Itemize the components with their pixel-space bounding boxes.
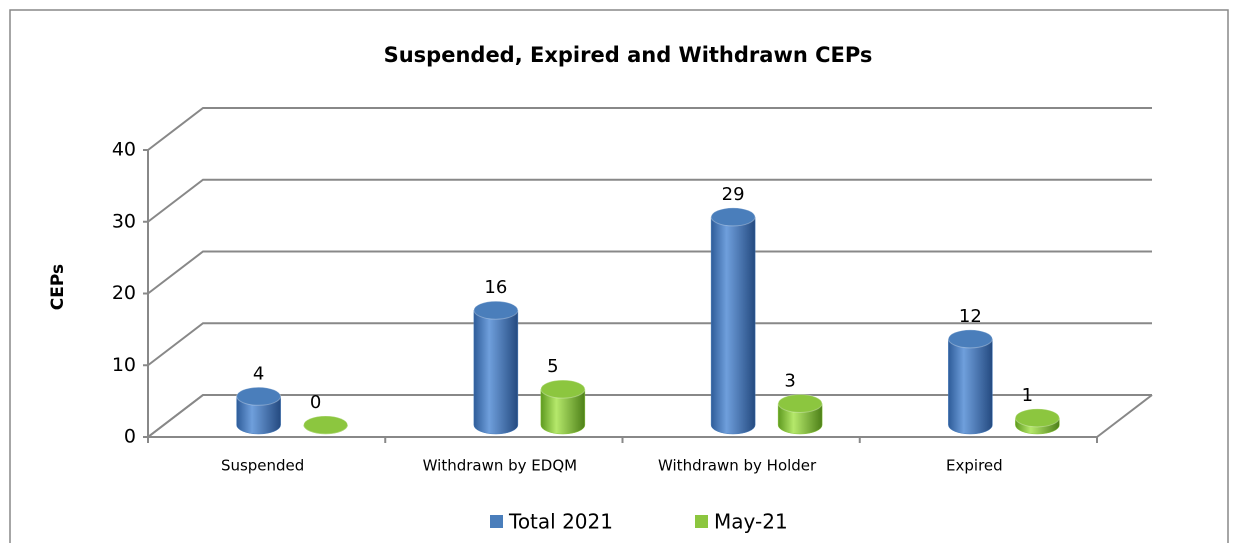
- data-label: 12: [959, 306, 982, 327]
- grid-line: [147, 250, 1152, 295]
- grid-line: [147, 322, 1152, 367]
- cylinder-top: [473, 300, 519, 320]
- cylinder: [540, 388, 586, 435]
- data-label: 1: [1022, 385, 1033, 406]
- chart-title: Suspended, Expired and Withdrawn CEPs: [384, 43, 873, 67]
- data-label: 0: [310, 392, 321, 413]
- cylinder-top: [947, 329, 993, 349]
- y-tick-label: 30: [112, 210, 136, 232]
- chart-frame: [9, 9, 1229, 543]
- cylinder: [236, 396, 281, 435]
- floor-edge: [1096, 394, 1153, 438]
- y-tick-label: 10: [112, 354, 136, 376]
- y-axis-label: CEPs: [48, 264, 68, 310]
- data-label: 16: [484, 277, 507, 298]
- grid-line: [147, 394, 1152, 438]
- cylinder-top: [1014, 408, 1060, 428]
- y-tick-label: 0: [124, 426, 136, 448]
- x-tick-label: Withdrawn by Holder: [658, 457, 817, 475]
- x-tick-label: Suspended: [221, 457, 304, 475]
- cylinder-top: [236, 386, 282, 406]
- cylinder-top: [777, 393, 823, 413]
- cylinder: [710, 216, 756, 435]
- cylinder-top: [540, 379, 586, 399]
- data-label: 5: [547, 356, 558, 377]
- x-tick-label: Expired: [946, 457, 1003, 475]
- y-tick-label: 40: [112, 139, 136, 161]
- y-tick-label: 20: [112, 282, 136, 304]
- x-tick-label: Withdrawn by EDQM: [423, 457, 577, 475]
- legend-label: May-21: [714, 510, 788, 534]
- legend-swatch: [490, 515, 503, 528]
- data-label: 3: [784, 370, 795, 391]
- grid-line: [147, 107, 1152, 151]
- grid-line: [147, 178, 1152, 223]
- cylinder: [948, 338, 993, 435]
- legend-label: Total 2021: [508, 510, 613, 534]
- data-label: 29: [722, 184, 745, 205]
- legend-swatch: [695, 515, 708, 528]
- data-label: 4: [253, 363, 264, 384]
- cylinder: [473, 309, 519, 435]
- cylinder-top: [303, 415, 349, 435]
- cylinder-top: [710, 207, 756, 227]
